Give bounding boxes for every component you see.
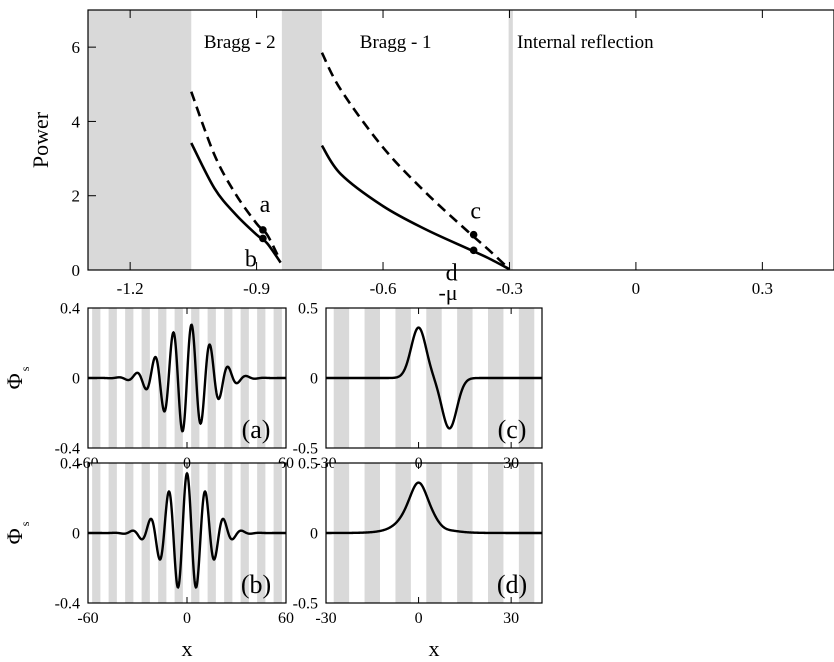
point-marker — [259, 226, 267, 234]
x-tick-label: 0 — [415, 610, 423, 627]
y-tick-label: 0 — [310, 371, 318, 388]
lattice-stripe — [240, 308, 249, 448]
lattice-stripe — [207, 308, 216, 448]
x-tick-label: 60 — [278, 610, 294, 627]
lattice-stripe — [125, 308, 134, 448]
plot-frame — [87, 9, 834, 271]
y-tick-label: 0 — [72, 261, 81, 280]
y-tick-label: 0.5 — [298, 456, 318, 473]
lattice-stripe — [426, 463, 442, 603]
x-tick-label: -0.3 — [496, 279, 523, 298]
point-marker — [469, 246, 478, 255]
x-tick-label: 30 — [503, 610, 519, 627]
y-tick-label: 0.4 — [60, 456, 80, 473]
panel-b: -60 0 60 -0.4 0 0.4 (b) Φs x — [2, 456, 294, 661]
gap-band — [508, 10, 513, 270]
plot-frame — [87, 307, 287, 449]
dashed-series-2 — [320, 52, 511, 271]
panel-d: -30 0 30 -0.5 0 0.5 (d) x — [293, 456, 543, 661]
plot-frame — [87, 462, 287, 604]
x-axis-label: x — [429, 636, 440, 661]
point-label: b — [245, 246, 257, 272]
panel-label: (b) — [241, 570, 271, 599]
x-axis-label: -μ — [438, 280, 457, 305]
y-axis-label: Power — [28, 111, 53, 168]
panel-label: (d) — [497, 570, 527, 599]
lattice-stripe — [158, 308, 167, 448]
region-label: Bragg - 1 — [360, 32, 432, 53]
lattice-stripe — [395, 463, 411, 603]
plot-frame — [325, 462, 543, 604]
y-tick-label: 2 — [72, 187, 81, 206]
y-axis-label: Φs — [2, 521, 32, 544]
y-axis-label-symbol: Φ — [2, 528, 27, 544]
y-axis-label: Φs — [2, 366, 32, 389]
panel-label: (c) — [498, 415, 527, 444]
y-tick-label: 0 — [310, 526, 318, 543]
x-tick-label: -1.2 — [117, 279, 144, 298]
profile-curve — [88, 323, 286, 433]
x-axis-label: x — [182, 636, 193, 661]
profile-curve — [326, 481, 542, 535]
y-tick-label: 0 — [72, 371, 80, 388]
x-tick-label: 0 — [183, 610, 191, 627]
x-tick-label: 0.3 — [752, 279, 773, 298]
profile-curve — [326, 326, 542, 430]
point-marker — [469, 230, 478, 239]
lattice-stripe — [207, 463, 216, 603]
y-axis-label-subscript: s — [18, 521, 32, 526]
x-tick-label: -30 — [315, 610, 336, 627]
y-tick-label: -0.5 — [293, 441, 318, 458]
lattice-stripe — [158, 463, 167, 603]
main-panel: Bragg - 2 Bragg - 1 Internal reflection a b c… — [28, 9, 834, 305]
y-tick-label: -0.5 — [293, 596, 318, 613]
lattice-stripe — [141, 308, 150, 448]
region-label: Internal reflection — [517, 32, 654, 53]
point-marker — [259, 234, 267, 243]
y-tick-label: 6 — [72, 38, 81, 57]
y-axis-label-symbol: Φ — [2, 373, 27, 389]
y-tick-label: 0.5 — [298, 301, 318, 318]
plot-frame — [325, 307, 543, 449]
y-tick-label: 0 — [72, 526, 80, 543]
gap-band — [88, 10, 192, 270]
y-tick-label: 0.4 — [60, 301, 80, 318]
y-axis-label-subscript: s — [18, 366, 32, 371]
region-label: Bragg - 2 — [204, 32, 276, 53]
solid-series-3 — [320, 144, 511, 271]
y-tick-label: 4 — [72, 112, 81, 131]
lattice-stripe — [191, 463, 200, 603]
y-tick-label: -0.4 — [55, 441, 80, 458]
lattice-stripe — [224, 308, 233, 448]
point-label: c — [470, 199, 481, 225]
gap-band — [281, 10, 322, 270]
panel-label: (a) — [242, 415, 271, 444]
lattice-stripe — [457, 308, 473, 448]
solid-series-1 — [190, 142, 282, 264]
x-tick-label: -0.9 — [243, 279, 270, 298]
x-tick-label: 0 — [632, 279, 641, 298]
dashed-series-0 — [190, 91, 281, 261]
x-tick-label: -0.6 — [370, 279, 397, 298]
lattice-stripe — [174, 463, 183, 603]
profile-curve — [88, 471, 286, 589]
lattice-stripe — [395, 308, 411, 448]
point-label: a — [260, 192, 271, 218]
y-tick-label: -0.4 — [55, 596, 80, 613]
x-tick-label: -60 — [77, 610, 98, 627]
point-label: d — [446, 260, 458, 286]
